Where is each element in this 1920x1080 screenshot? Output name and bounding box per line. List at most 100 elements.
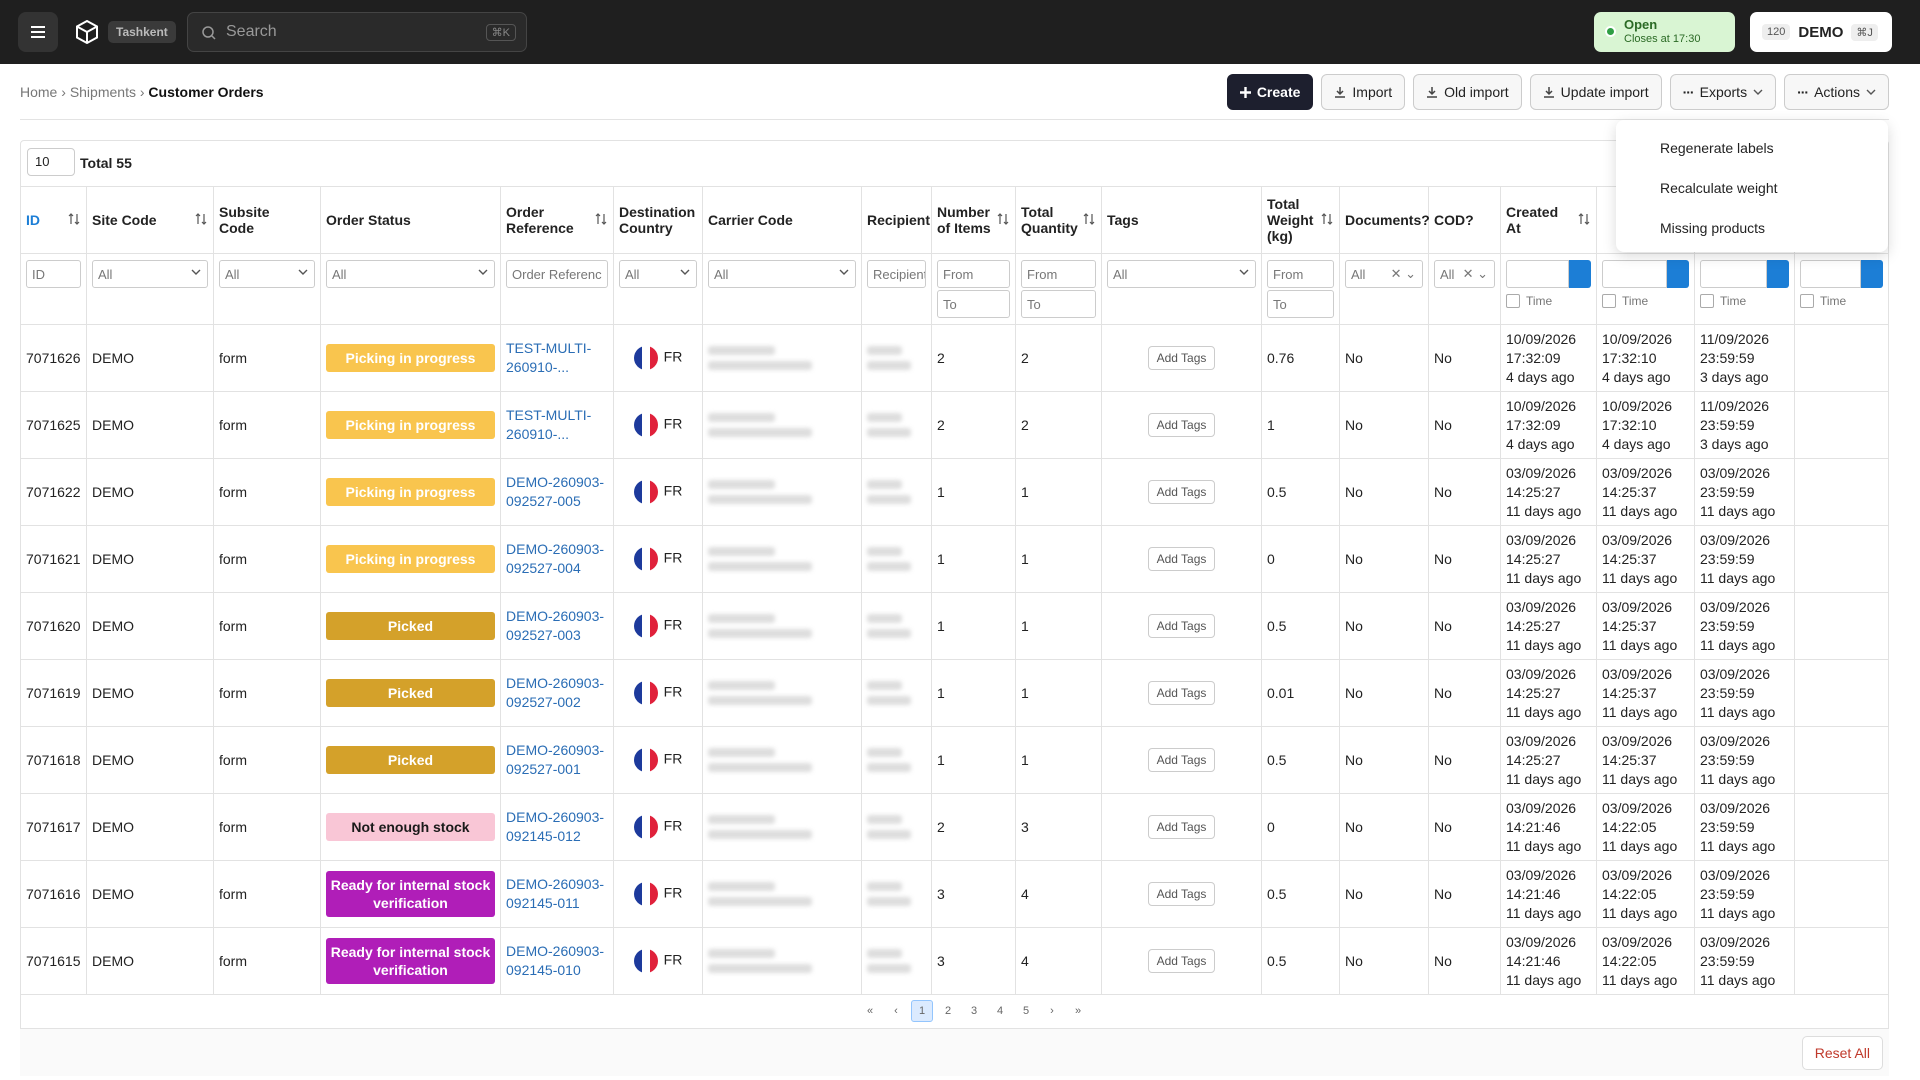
filter-cell: Order Referenc	[500, 253, 614, 325]
menu-item[interactable]: Recalculate weight	[1660, 180, 1778, 196]
add-tags[interactable]: Add Tags	[1147, 547, 1216, 571]
column-header[interactable]: Number of Items	[931, 186, 1016, 254]
order-reference[interactable]: DEMO-260903-092527-001	[506, 742, 605, 777]
column-header[interactable]: Created At	[1500, 186, 1597, 254]
empty-cell	[1794, 659, 1889, 727]
order-id: 7071616	[20, 860, 87, 928]
time-toggle[interactable]: Time	[1700, 294, 1789, 308]
date-line: 03/09/2026	[1602, 464, 1673, 481]
filter-select[interactable]: All	[619, 260, 697, 288]
order-reference[interactable]: DEMO-260903-092145-011	[506, 876, 605, 911]
date-line: 23:59:59	[1700, 684, 1755, 701]
filter-input[interactable]: Order Referenc	[506, 260, 608, 288]
date-line: 3 days ago	[1700, 368, 1769, 385]
time-toggle[interactable]: Time	[1506, 294, 1591, 308]
date-cell: 03/09/2026 23:59:59 11 days ago	[1694, 860, 1795, 928]
country-code: FR	[663, 616, 683, 633]
order-reference[interactable]: TEST-MULTI-260910-...	[506, 340, 592, 375]
date-line: 03/09/2026	[1506, 464, 1577, 481]
add-tags[interactable]: Add Tags	[1147, 614, 1216, 638]
add-tags[interactable]: Add Tags	[1147, 413, 1216, 437]
date-input[interactable]	[1506, 260, 1591, 288]
order-reference[interactable]: DEMO-260903-092527-004	[506, 541, 605, 576]
add-tags[interactable]: Add Tags	[1147, 480, 1216, 504]
filter-select[interactable]: All	[219, 260, 315, 288]
toolbar-button[interactable]: Create	[1226, 74, 1314, 110]
items: 2	[931, 793, 1016, 861]
breadcrumb-item[interactable]: Shipments	[69, 84, 136, 100]
range-input[interactable]: To	[1267, 290, 1334, 318]
order-reference[interactable]: DEMO-260903-092145-012	[506, 809, 605, 844]
page-link[interactable]: »	[1074, 1005, 1082, 1017]
date-line: 14:21:46	[1506, 952, 1561, 969]
reset-button[interactable]: Reset All	[1801, 1036, 1883, 1070]
add-tags[interactable]: Add Tags	[1147, 815, 1216, 839]
items: 3	[931, 927, 1016, 995]
range-input[interactable]: To	[937, 290, 1010, 318]
page-link[interactable]: «	[866, 1005, 874, 1017]
column-header[interactable]: Total Weight (kg)	[1261, 186, 1340, 254]
page-link[interactable]: 1	[911, 1000, 933, 1022]
filter-select[interactable]: All	[708, 260, 856, 288]
store-status[interactable]: Open Closes at 17:30	[1594, 12, 1735, 52]
column-header[interactable]: Total Quantity	[1015, 186, 1102, 254]
page-link[interactable]: ›	[1050, 1005, 1054, 1017]
cod: No	[1428, 793, 1501, 861]
date-cell: 03/09/2026 14:22:05 11 days ago	[1596, 860, 1695, 928]
add-tags[interactable]: Add Tags	[1147, 748, 1216, 772]
range-input[interactable]: From	[937, 260, 1010, 288]
menu-item[interactable]: Missing products	[1660, 220, 1766, 236]
add-tags[interactable]: Add Tags	[1147, 681, 1216, 705]
quantity: 1	[1015, 659, 1102, 727]
column-header[interactable]: Site Code	[86, 186, 214, 254]
order-reference[interactable]: DEMO-260903-092527-005	[506, 474, 605, 509]
date-input[interactable]	[1700, 260, 1789, 288]
menu-button[interactable]	[18, 12, 58, 52]
toolbar-button[interactable]: Update import	[1529, 74, 1662, 110]
filter-input[interactable]: Recipient	[867, 260, 926, 288]
order-reference[interactable]: TEST-MULTI-260910-...	[506, 407, 592, 442]
toolbar-button[interactable]: ··· Exports	[1669, 74, 1777, 110]
add-tags[interactable]: Add Tags	[1147, 882, 1216, 906]
time-toggle[interactable]: Time	[1602, 294, 1689, 308]
time-toggle[interactable]: Time	[1800, 294, 1883, 308]
menu-item[interactable]: Regenerate labels	[1660, 140, 1774, 156]
page-link[interactable]: 2	[944, 1005, 952, 1017]
range-input[interactable]: To	[1021, 290, 1096, 318]
date-input[interactable]	[1800, 260, 1883, 288]
page-link[interactable]: 3	[970, 1005, 978, 1017]
carrier-cell	[702, 458, 862, 526]
breadcrumb-item[interactable]: Home	[20, 84, 58, 100]
filter-select[interactable]: All ✕ ⌄	[1434, 260, 1495, 288]
date-line: 03/09/2026	[1506, 598, 1577, 615]
date-line: 11 days ago	[1602, 636, 1678, 653]
account[interactable]: 120 DEMO ⌘J	[1750, 12, 1892, 52]
date-input[interactable]	[1602, 260, 1689, 288]
page-link[interactable]: 5	[1022, 1005, 1030, 1017]
filter-select[interactable]: All	[92, 260, 208, 288]
add-tags[interactable]: Add Tags	[1147, 949, 1216, 973]
page-link[interactable]: 4	[996, 1005, 1004, 1017]
range-input[interactable]: From	[1267, 260, 1334, 288]
search[interactable]: Search ⌘K	[187, 12, 527, 52]
toolbar-button[interactable]: ··· Actions	[1784, 74, 1889, 110]
filter-input[interactable]: ID	[26, 260, 81, 288]
column-header[interactable]: ID	[20, 186, 87, 254]
order-reference[interactable]: DEMO-260903-092527-002	[506, 675, 605, 710]
date-line: 11 days ago	[1700, 971, 1776, 988]
column-header[interactable]: Order Reference	[500, 186, 614, 254]
page-link[interactable]: ‹	[894, 1005, 898, 1017]
filter-select[interactable]: All	[326, 260, 495, 288]
filter-select[interactable]: All ✕ ⌄	[1345, 260, 1423, 288]
breadcrumb-item: Customer Orders	[148, 84, 264, 100]
toolbar-button[interactable]: Import	[1321, 74, 1406, 110]
order-reference[interactable]: DEMO-260903-092145-010	[506, 943, 605, 978]
site-code: DEMO	[86, 324, 214, 392]
order-reference[interactable]: DEMO-260903-092527-003	[506, 608, 605, 643]
page-size[interactable]: 10	[27, 148, 75, 176]
filter-select[interactable]: All	[1107, 260, 1256, 288]
toolbar-button[interactable]: Old import	[1413, 74, 1522, 110]
range-input[interactable]: From	[1021, 260, 1096, 288]
add-tags[interactable]: Add Tags	[1147, 346, 1216, 370]
date-cell: 03/09/2026 14:22:05 11 days ago	[1596, 793, 1695, 861]
